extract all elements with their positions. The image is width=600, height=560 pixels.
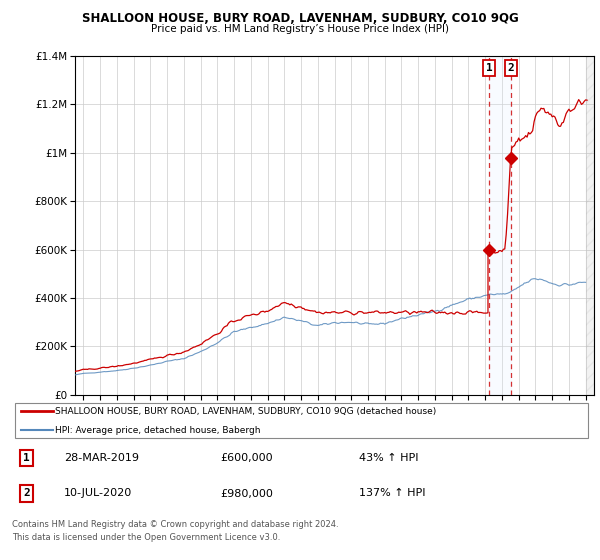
Text: This data is licensed under the Open Government Licence v3.0.: This data is licensed under the Open Gov… <box>12 533 280 542</box>
Text: HPI: Average price, detached house, Babergh: HPI: Average price, detached house, Babe… <box>55 426 261 435</box>
Bar <box>586 56 594 395</box>
Text: Contains HM Land Registry data © Crown copyright and database right 2024.: Contains HM Land Registry data © Crown c… <box>12 520 338 529</box>
Bar <box>489 56 511 395</box>
Text: 43% ↑ HPI: 43% ↑ HPI <box>359 453 419 463</box>
Text: 2: 2 <box>508 63 514 73</box>
Text: SHALLOON HOUSE, BURY ROAD, LAVENHAM, SUDBURY, CO10 9QG: SHALLOON HOUSE, BURY ROAD, LAVENHAM, SUD… <box>82 12 518 25</box>
FancyBboxPatch shape <box>15 403 588 438</box>
Text: 137% ↑ HPI: 137% ↑ HPI <box>359 488 426 498</box>
Text: Price paid vs. HM Land Registry’s House Price Index (HPI): Price paid vs. HM Land Registry’s House … <box>151 24 449 34</box>
Text: SHALLOON HOUSE, BURY ROAD, LAVENHAM, SUDBURY, CO10 9QG (detached house): SHALLOON HOUSE, BURY ROAD, LAVENHAM, SUD… <box>55 407 437 416</box>
Text: 2: 2 <box>23 488 30 498</box>
Text: £600,000: £600,000 <box>220 453 273 463</box>
Text: £980,000: £980,000 <box>220 488 274 498</box>
Text: 28-MAR-2019: 28-MAR-2019 <box>64 453 139 463</box>
Text: 1: 1 <box>485 63 493 73</box>
Text: 1: 1 <box>23 453 30 463</box>
Text: 10-JUL-2020: 10-JUL-2020 <box>64 488 133 498</box>
